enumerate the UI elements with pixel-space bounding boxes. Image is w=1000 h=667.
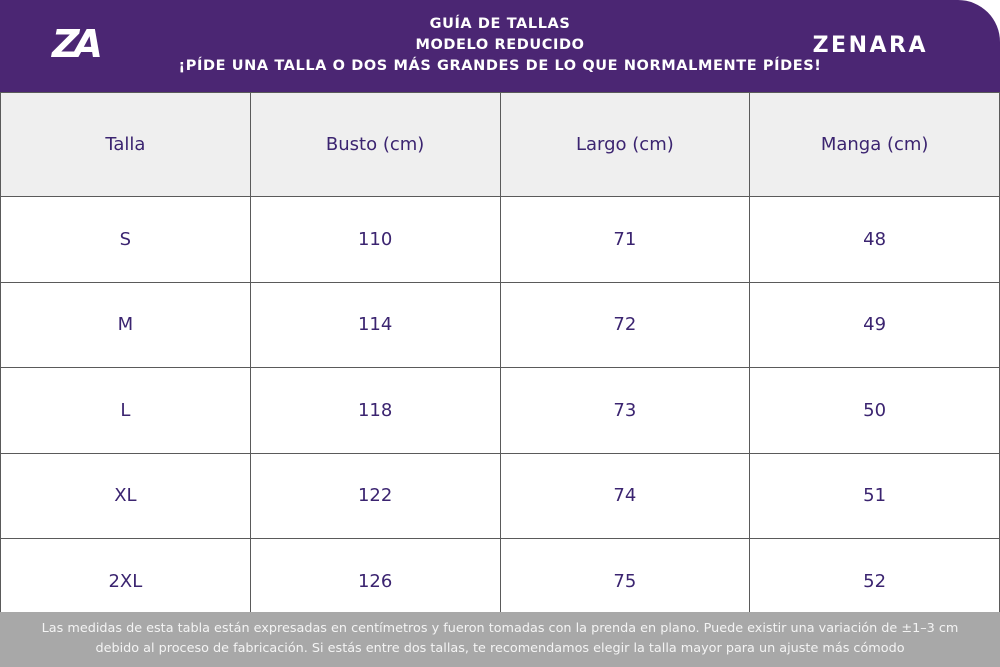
table-row: M 114 72 49 [0,281,1000,368]
table-cell: 72 [499,281,751,368]
column-header: Largo (cm) [499,92,751,197]
table-row: L 118 73 50 [0,367,1000,454]
column-header: Manga (cm) [749,92,1000,197]
table-cell: 73 [499,367,751,454]
table-row: 2XL 126 75 52 [0,538,1000,625]
table-cell: M [0,281,251,368]
header-row: Talla Busto (cm) Largo (cm) Manga (cm) [0,92,1000,197]
size-table: Talla Busto (cm) Largo (cm) Manga (cm) S 110 7… [0,92,1000,625]
table-row: XL 122 74 51 [0,452,1000,539]
table-cell: 51 [749,452,1000,539]
table-cell: L [0,367,251,454]
title-line: MODELO REDUCIDO [415,37,585,53]
table-cell: S [0,196,251,283]
table-cell: 110 [249,196,501,283]
column-header: Talla [0,92,251,197]
header: ZA GUÍA DE TALLAS MODELO REDUCIDO ¡PÍDE … [0,0,1000,92]
table-cell: 74 [499,452,751,539]
table-cell: 52 [749,538,1000,625]
footer: Las medidas de esta tabla están expresad… [0,612,1000,667]
table-cell: 75 [499,538,751,625]
table-cell: 48 [749,196,1000,283]
logo: ZA [52,22,103,66]
footer-line: debido al proceso de fabricación. Si est… [95,641,905,656]
brand: ZENARA [812,33,928,58]
table-cell: 2XL [0,538,251,625]
table-cell: 122 [249,452,501,539]
table-cell: 49 [749,281,1000,368]
table-cell: 71 [499,196,751,283]
table-cell: 50 [749,367,1000,454]
table-cell: XL [0,452,251,539]
table-cell: 118 [249,367,501,454]
column-header: Busto (cm) [249,92,501,197]
title-line: GUÍA DE TALLAS [429,16,571,32]
table-row: S 110 71 48 [0,196,1000,283]
titles: GUÍA DE TALLAS MODELO REDUCIDO ¡PÍDE UNA… [0,14,1000,77]
table-cell: 114 [249,281,501,368]
title-line: ¡PÍDE UNA TALLA O DOS MÁS GRANDES DE LO … [178,58,822,74]
footer-line: Las medidas de esta tabla están expresad… [41,621,959,636]
